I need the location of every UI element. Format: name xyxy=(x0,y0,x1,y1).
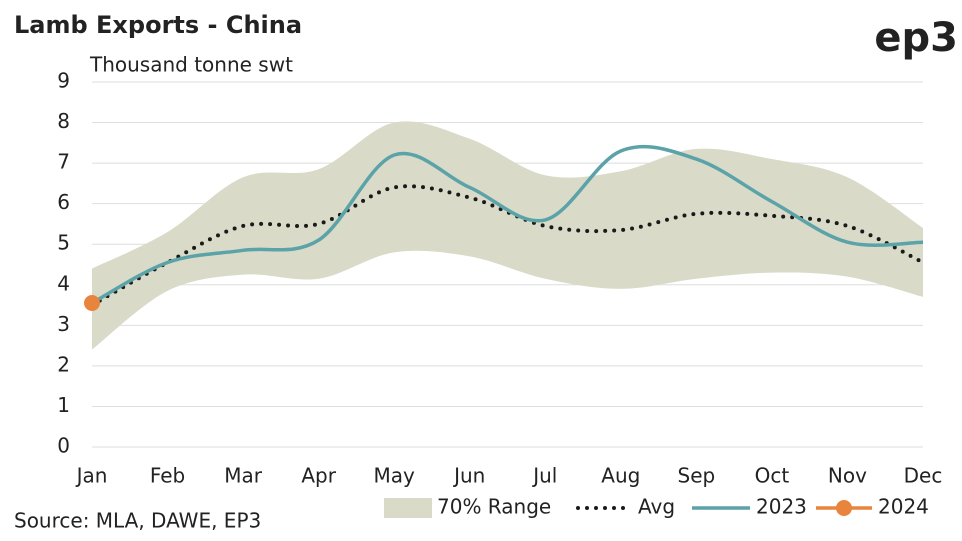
legend-swatch xyxy=(836,500,852,516)
x-tick-label: Sep xyxy=(678,464,716,488)
y-tick-label: 0 xyxy=(57,434,70,458)
series-line xyxy=(90,184,925,308)
legend-swatch xyxy=(384,498,432,518)
series-line xyxy=(91,144,924,305)
x-tick-label: Oct xyxy=(755,464,790,488)
y-tick-label: 3 xyxy=(57,312,70,336)
y-tick-label: 5 xyxy=(57,231,70,255)
y-tick-label: 7 xyxy=(57,150,70,174)
series-point xyxy=(84,295,100,312)
logo: ep3 xyxy=(874,15,958,61)
y-tick-label: 6 xyxy=(57,190,70,214)
legend-label: Avg xyxy=(638,495,675,519)
x-tick-label: May xyxy=(374,464,416,488)
legend-label: 2024 xyxy=(878,495,929,519)
y-tick-label: 9 xyxy=(57,69,70,93)
y-tick-label: 8 xyxy=(57,109,70,133)
x-tick-label: Dec xyxy=(904,464,943,488)
y-axis-label: Thousand tonne swt xyxy=(89,53,293,77)
y-tick-label: 4 xyxy=(57,271,70,295)
x-tick-label: Nov xyxy=(828,464,867,488)
x-tick-label: Jun xyxy=(452,464,485,488)
x-tick-label: Apr xyxy=(301,464,336,488)
y-tick-label: 1 xyxy=(57,393,70,417)
x-tick-label: Feb xyxy=(150,464,185,488)
x-tick-label: Jul xyxy=(531,464,557,488)
legend-label: 70% Range xyxy=(437,495,551,519)
x-tick-label: Aug xyxy=(601,464,640,488)
chart-title: Lamb Exports - China xyxy=(14,11,302,39)
range-band xyxy=(92,121,923,350)
x-tick-label: Jan xyxy=(75,464,108,488)
y-tick-label: 2 xyxy=(57,352,70,376)
source: Source: MLA, DAWE, EP3 xyxy=(14,509,261,533)
x-tick-label: Mar xyxy=(224,464,263,488)
legend-label: 2023 xyxy=(756,495,807,519)
